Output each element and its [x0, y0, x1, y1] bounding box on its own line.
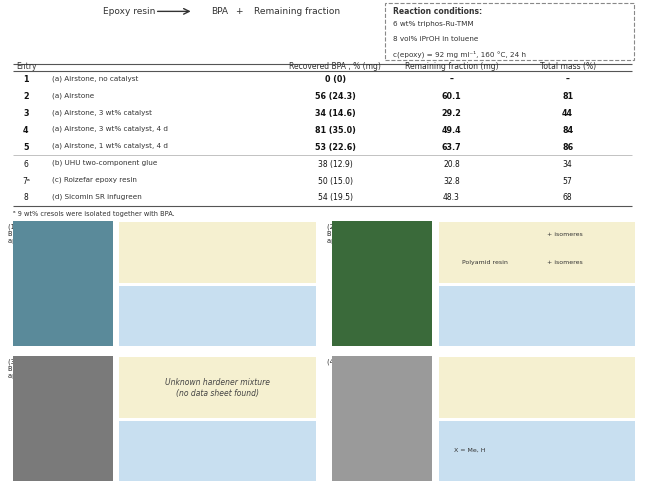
FancyBboxPatch shape	[433, 419, 641, 483]
FancyBboxPatch shape	[329, 218, 435, 350]
Text: 60.1: 60.1	[442, 92, 461, 101]
Text: 8: 8	[23, 193, 28, 202]
Text: 50 (15.0): 50 (15.0)	[318, 176, 353, 185]
Text: 34: 34	[562, 160, 573, 168]
Text: ᵃ 9 wt% cresols were isolated together with BPA.: ᵃ 9 wt% cresols were isolated together w…	[13, 211, 175, 217]
Text: Total mass (%): Total mass (%)	[539, 61, 596, 71]
Text: 57: 57	[562, 176, 573, 185]
Text: 48.3: 48.3	[443, 193, 460, 202]
Text: Recovered BPA , % (mg): Recovered BPA , % (mg)	[290, 61, 381, 71]
Text: BPA: BPA	[211, 7, 228, 16]
Text: 53 (22.6): 53 (22.6)	[315, 142, 356, 152]
Text: (b) UHU two-component glue: (b) UHU two-component glue	[52, 160, 157, 166]
Text: Epoxy resin: Epoxy resin	[103, 7, 155, 16]
Text: –: –	[450, 75, 453, 84]
Text: Unknown hardener mixture
(no data sheet found): Unknown hardener mixture (no data sheet …	[165, 378, 270, 397]
FancyBboxPatch shape	[10, 352, 116, 485]
Text: 6: 6	[23, 160, 28, 168]
Text: + isomeres: + isomeres	[547, 260, 582, 265]
Text: (a) Airstone: (a) Airstone	[52, 92, 94, 99]
Text: Remaining fraction: Remaining fraction	[253, 7, 340, 16]
Text: 56 (24.3): 56 (24.3)	[315, 92, 356, 101]
Text: 8 vol% iPrOH in toluene: 8 vol% iPrOH in toluene	[393, 36, 479, 42]
FancyBboxPatch shape	[114, 355, 322, 420]
Text: (a) Airstone, 3 wt% catalyst: (a) Airstone, 3 wt% catalyst	[52, 109, 152, 115]
Text: 68: 68	[563, 193, 572, 202]
Text: + isomeres: + isomeres	[547, 231, 582, 236]
Text: 63.7: 63.7	[442, 142, 461, 152]
Text: 4: 4	[23, 126, 28, 135]
FancyBboxPatch shape	[114, 221, 322, 285]
Text: 54 (19.5): 54 (19.5)	[318, 193, 353, 202]
Text: 86: 86	[562, 142, 573, 152]
Text: 2: 2	[23, 92, 28, 101]
Text: (3)  Roizefar epoxy resin
BPA content:
approx. 30 wt%: (3) Roizefar epoxy resin BPA content: ap…	[8, 358, 90, 378]
Text: (1)  Airstone 760E/766
BPA content:
approx. 43 wt%: (1) Airstone 760E/766 BPA content: appro…	[8, 224, 83, 244]
Text: 20.8: 20.8	[443, 160, 460, 168]
Text: 84: 84	[562, 126, 573, 135]
FancyBboxPatch shape	[433, 285, 641, 348]
Text: 44: 44	[562, 109, 573, 118]
Text: Reaction conditions:: Reaction conditions:	[393, 7, 482, 16]
Text: 34 (14.6): 34 (14.6)	[315, 109, 356, 118]
Text: Entry: Entry	[16, 61, 37, 71]
Text: 81: 81	[562, 92, 573, 101]
FancyBboxPatch shape	[433, 221, 641, 285]
Text: 6 wt% triphos-Ru-TMM: 6 wt% triphos-Ru-TMM	[393, 21, 474, 27]
FancyBboxPatch shape	[114, 419, 322, 483]
Text: Remaining fraction (mg): Remaining fraction (mg)	[404, 61, 499, 71]
Text: 49.4: 49.4	[442, 126, 461, 135]
Text: (a) Airstone, 3 wt% catalyst, 4 d: (a) Airstone, 3 wt% catalyst, 4 d	[52, 126, 168, 132]
Text: (a) Airstone, 1 wt% catalyst, 4 d: (a) Airstone, 1 wt% catalyst, 4 d	[52, 142, 168, 149]
Text: X = Me, H: X = Me, H	[454, 447, 486, 452]
Text: (a) Airstone, no catalyst: (a) Airstone, no catalyst	[52, 75, 138, 81]
Text: (2)  UHU two-component glue
BPA content:
approx. 34 wt%: (2) UHU two-component glue BPA content: …	[328, 224, 427, 244]
Text: (4)  Sicomin SR
      infugreen 810/SD8822
      BPA content:
      approx. 36 w: (4) Sicomin SR infugreen 810/SD8822 BPA …	[328, 358, 415, 385]
Text: 81 (35.0): 81 (35.0)	[315, 126, 356, 135]
FancyBboxPatch shape	[329, 352, 435, 485]
FancyBboxPatch shape	[114, 285, 322, 348]
Text: (c) Roizefar epoxy resin: (c) Roizefar epoxy resin	[52, 176, 137, 183]
Text: 38 (12.9): 38 (12.9)	[318, 160, 353, 168]
Text: 1: 1	[23, 75, 28, 84]
FancyBboxPatch shape	[385, 4, 634, 61]
FancyBboxPatch shape	[10, 218, 116, 350]
Text: Polyamid resin: Polyamid resin	[462, 260, 508, 265]
Text: (d) Sicomin SR infugreen: (d) Sicomin SR infugreen	[52, 193, 141, 200]
Text: 3: 3	[23, 109, 28, 118]
Text: 7ᵃ: 7ᵃ	[22, 176, 30, 185]
Text: 0 (0): 0 (0)	[325, 75, 346, 84]
FancyBboxPatch shape	[433, 355, 641, 420]
Text: 32.8: 32.8	[443, 176, 460, 185]
Text: +: +	[235, 7, 243, 16]
Text: 5: 5	[23, 142, 28, 152]
Text: 29.2: 29.2	[442, 109, 461, 118]
Text: –: –	[566, 75, 570, 84]
Text: c(epoxy) = 92 mg ml⁻¹, 160 °C, 24 h: c(epoxy) = 92 mg ml⁻¹, 160 °C, 24 h	[393, 51, 526, 58]
